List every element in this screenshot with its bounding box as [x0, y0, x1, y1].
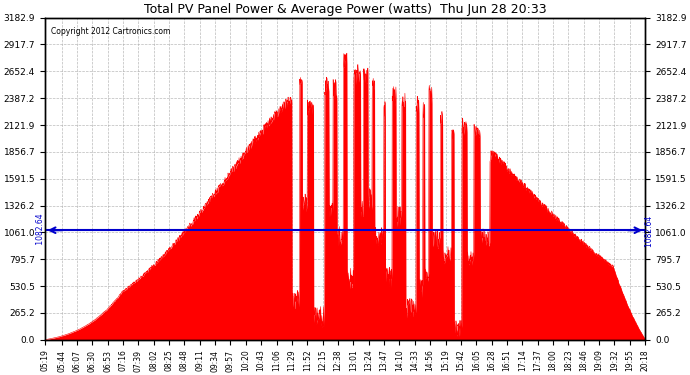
Text: 1082.64: 1082.64	[645, 213, 654, 247]
Text: 1082.64: 1082.64	[36, 213, 45, 247]
Text: Copyright 2012 Cartronics.com: Copyright 2012 Cartronics.com	[51, 27, 170, 36]
Title: Total PV Panel Power & Average Power (watts)  Thu Jun 28 20:33: Total PV Panel Power & Average Power (wa…	[144, 3, 546, 16]
